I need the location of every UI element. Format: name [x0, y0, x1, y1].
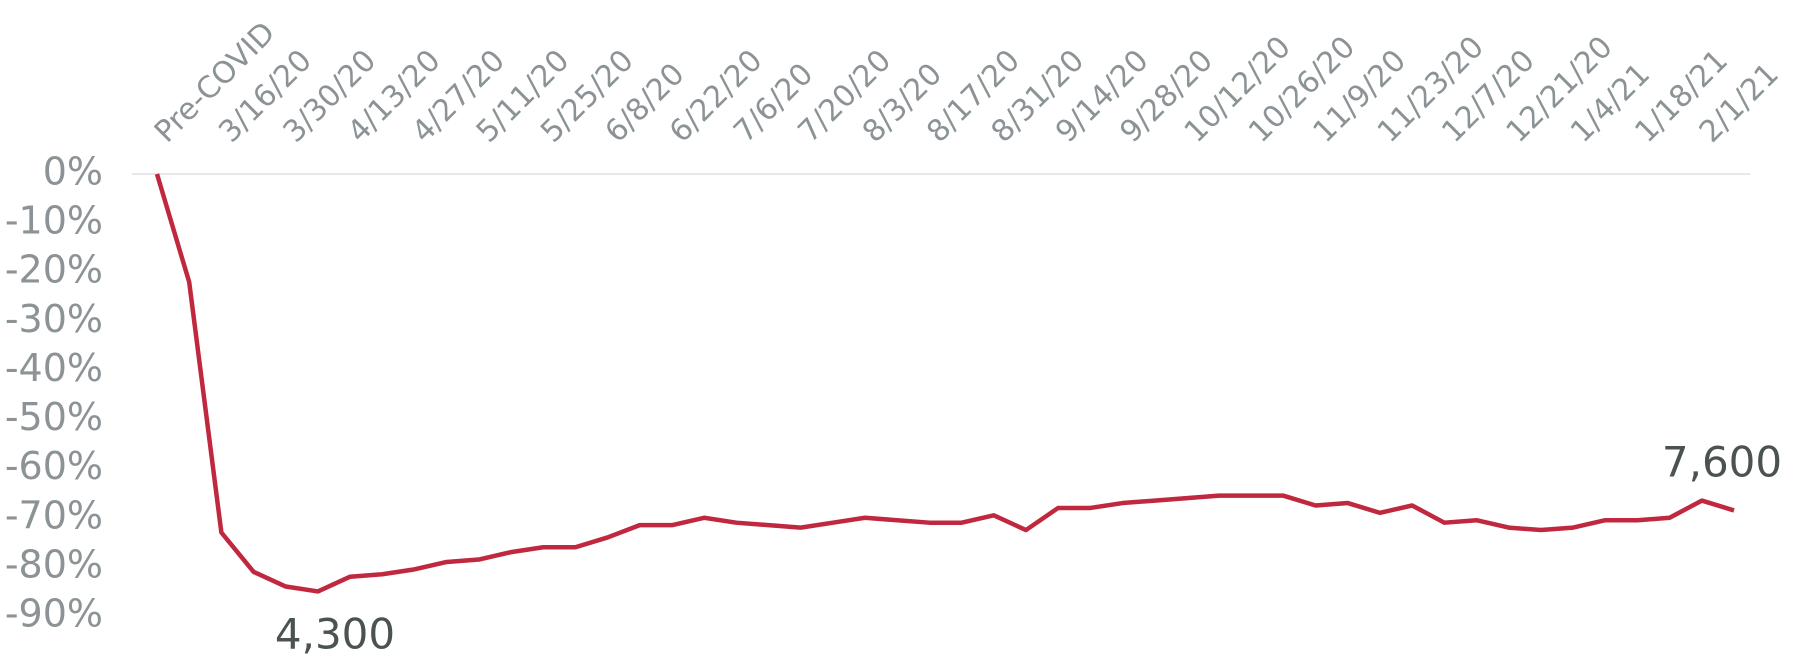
y-tick-label: -40% [5, 346, 103, 390]
y-tick-label: -20% [5, 248, 103, 292]
y-tick-label: -70% [5, 493, 103, 537]
y-tick-label: -60% [5, 444, 103, 488]
annotation: 4,300 [275, 610, 395, 658]
y-tick-label: 0% [43, 150, 103, 194]
y-tick-label: -90% [5, 592, 103, 636]
y-tick-label: -50% [5, 395, 103, 439]
annotation: 7,600 [1662, 438, 1782, 487]
line [154, 173, 1735, 594]
y-tick-label: -80% [5, 542, 103, 586]
y-tick-label: -10% [5, 199, 103, 243]
y-tick-label: -30% [5, 297, 103, 341]
